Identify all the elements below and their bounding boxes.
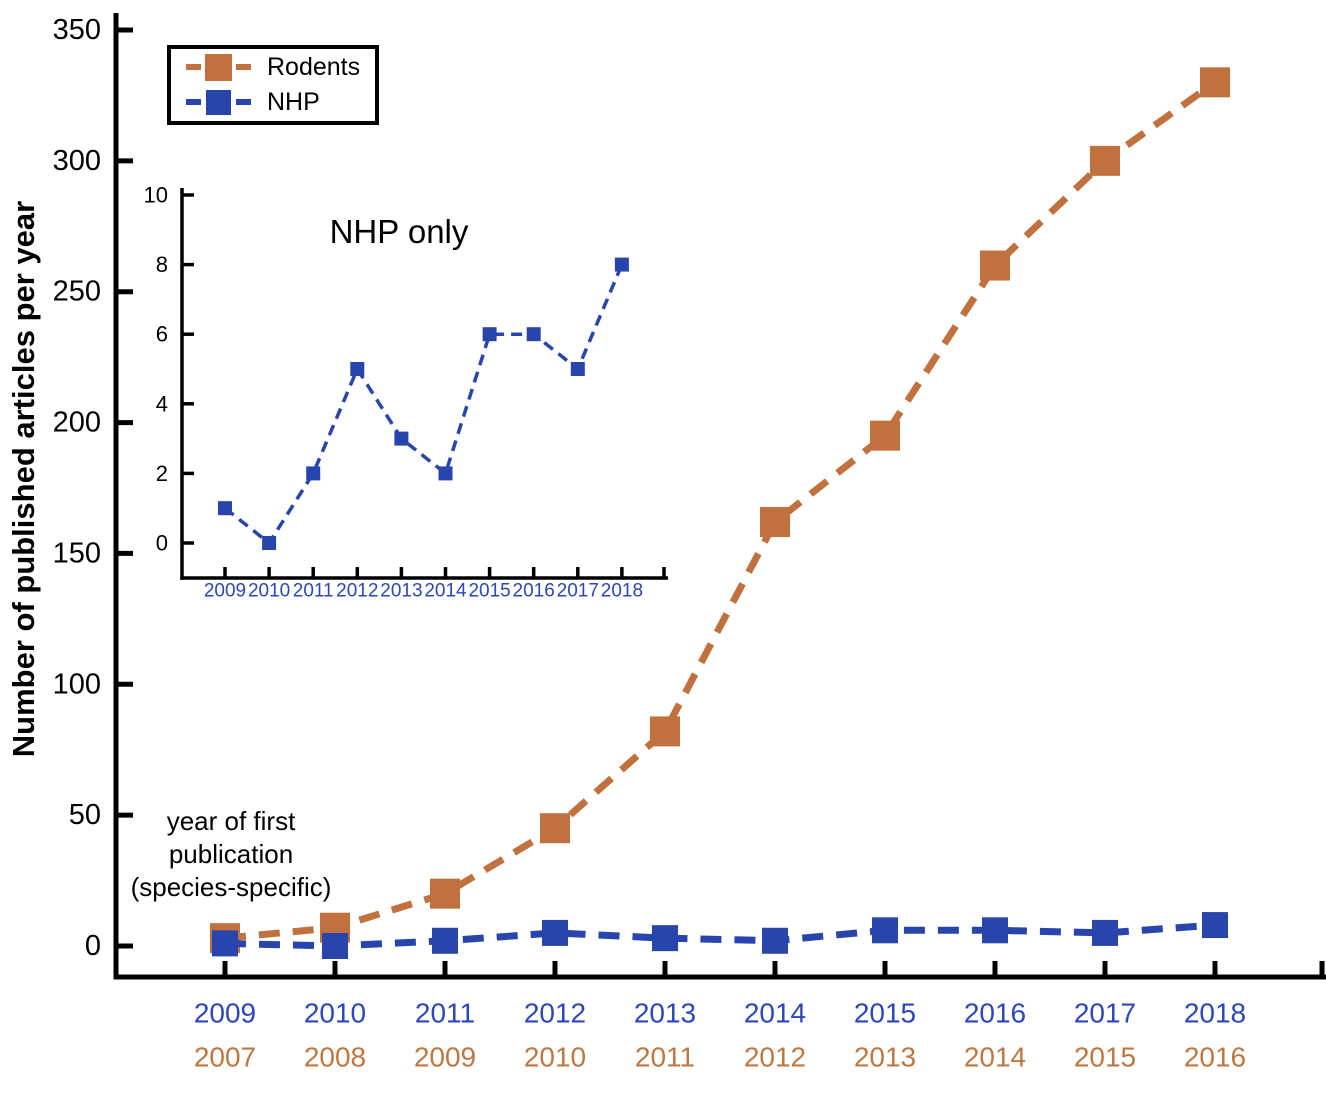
svg-text:10: 10 [144,183,168,208]
svg-text:2015: 2015 [1074,1042,1136,1073]
svg-text:4: 4 [156,391,168,416]
series-nhp [218,257,629,550]
annotation-line-2: publication [168,839,294,869]
inset-title: NHP only [329,213,469,250]
svg-text:150: 150 [53,537,101,569]
svg-text:100: 100 [53,668,101,700]
svg-text:0: 0 [85,930,101,962]
svg-text:2014: 2014 [744,998,806,1029]
svg-text:2011: 2011 [635,1042,695,1073]
svg-text:2009: 2009 [414,1042,476,1073]
nhp-dashed-line-marker-icon [186,90,252,115]
svg-text:2013: 2013 [380,581,422,602]
svg-text:6: 6 [156,322,168,347]
svg-text:2016: 2016 [513,581,555,602]
rodents-dashed-line-marker-icon [186,54,252,81]
svg-text:300: 300 [53,145,101,177]
legend: Rodents NHP [167,45,379,125]
series-nhp [212,912,1228,959]
svg-text:2011: 2011 [415,998,475,1029]
x-tick-labels-nhp-publication-years: 2009 2010 2011 2012 2013 2014 2015 2016 2017 2018 [194,998,1246,1029]
svg-text:2012: 2012 [524,998,586,1029]
svg-text:2007: 2007 [194,1042,256,1073]
annotation-line-1: year of first [166,806,296,836]
svg-text:2010: 2010 [248,581,290,602]
svg-text:250: 250 [53,276,101,308]
svg-text:2013: 2013 [634,998,696,1029]
svg-text:8: 8 [156,252,168,277]
svg-text:0: 0 [156,531,168,556]
annotation-year-of-first-publication: year of first publication (species-speci… [100,805,362,904]
x-tick-labels-rodent-publication-years: 2007 2008 2009 2010 2011 2012 2013 2014 2015 2016 [194,1042,1246,1073]
svg-text:2010: 2010 [524,1042,586,1073]
svg-text:2012: 2012 [336,581,378,602]
svg-text:2016: 2016 [1184,1042,1246,1073]
svg-text:2012: 2012 [744,1042,806,1073]
legend-item-rodents: Rodents [171,50,375,85]
y-axis-title: Number of published articles per year [6,200,41,758]
svg-text:2018: 2018 [1184,998,1246,1029]
svg-text:2015: 2015 [854,998,916,1029]
svg-text:2014: 2014 [424,581,467,602]
svg-text:2010: 2010 [304,998,366,1029]
svg-text:2018: 2018 [601,581,643,602]
legend-label-rodents: Rodents [267,53,361,81]
legend-label-nhp: NHP [267,88,320,116]
svg-text:200: 200 [53,407,101,439]
svg-text:2015: 2015 [468,581,510,602]
svg-text:2: 2 [156,461,168,486]
svg-text:2008: 2008 [304,1042,366,1073]
legend-item-nhp: NHP [171,85,375,120]
svg-text:2013: 2013 [854,1042,916,1073]
svg-text:2011: 2011 [293,581,334,602]
svg-text:2017: 2017 [1074,998,1136,1029]
series-rodents [210,67,1230,954]
svg-text:2009: 2009 [194,998,256,1029]
svg-text:2009: 2009 [204,581,246,602]
svg-text:2014: 2014 [964,1042,1026,1073]
svg-text:2016: 2016 [964,998,1026,1029]
svg-text:350: 350 [53,14,101,46]
svg-text:2017: 2017 [557,581,599,602]
annotation-line-3: (species-specific) [130,872,332,902]
svg-text:50: 50 [69,799,101,831]
